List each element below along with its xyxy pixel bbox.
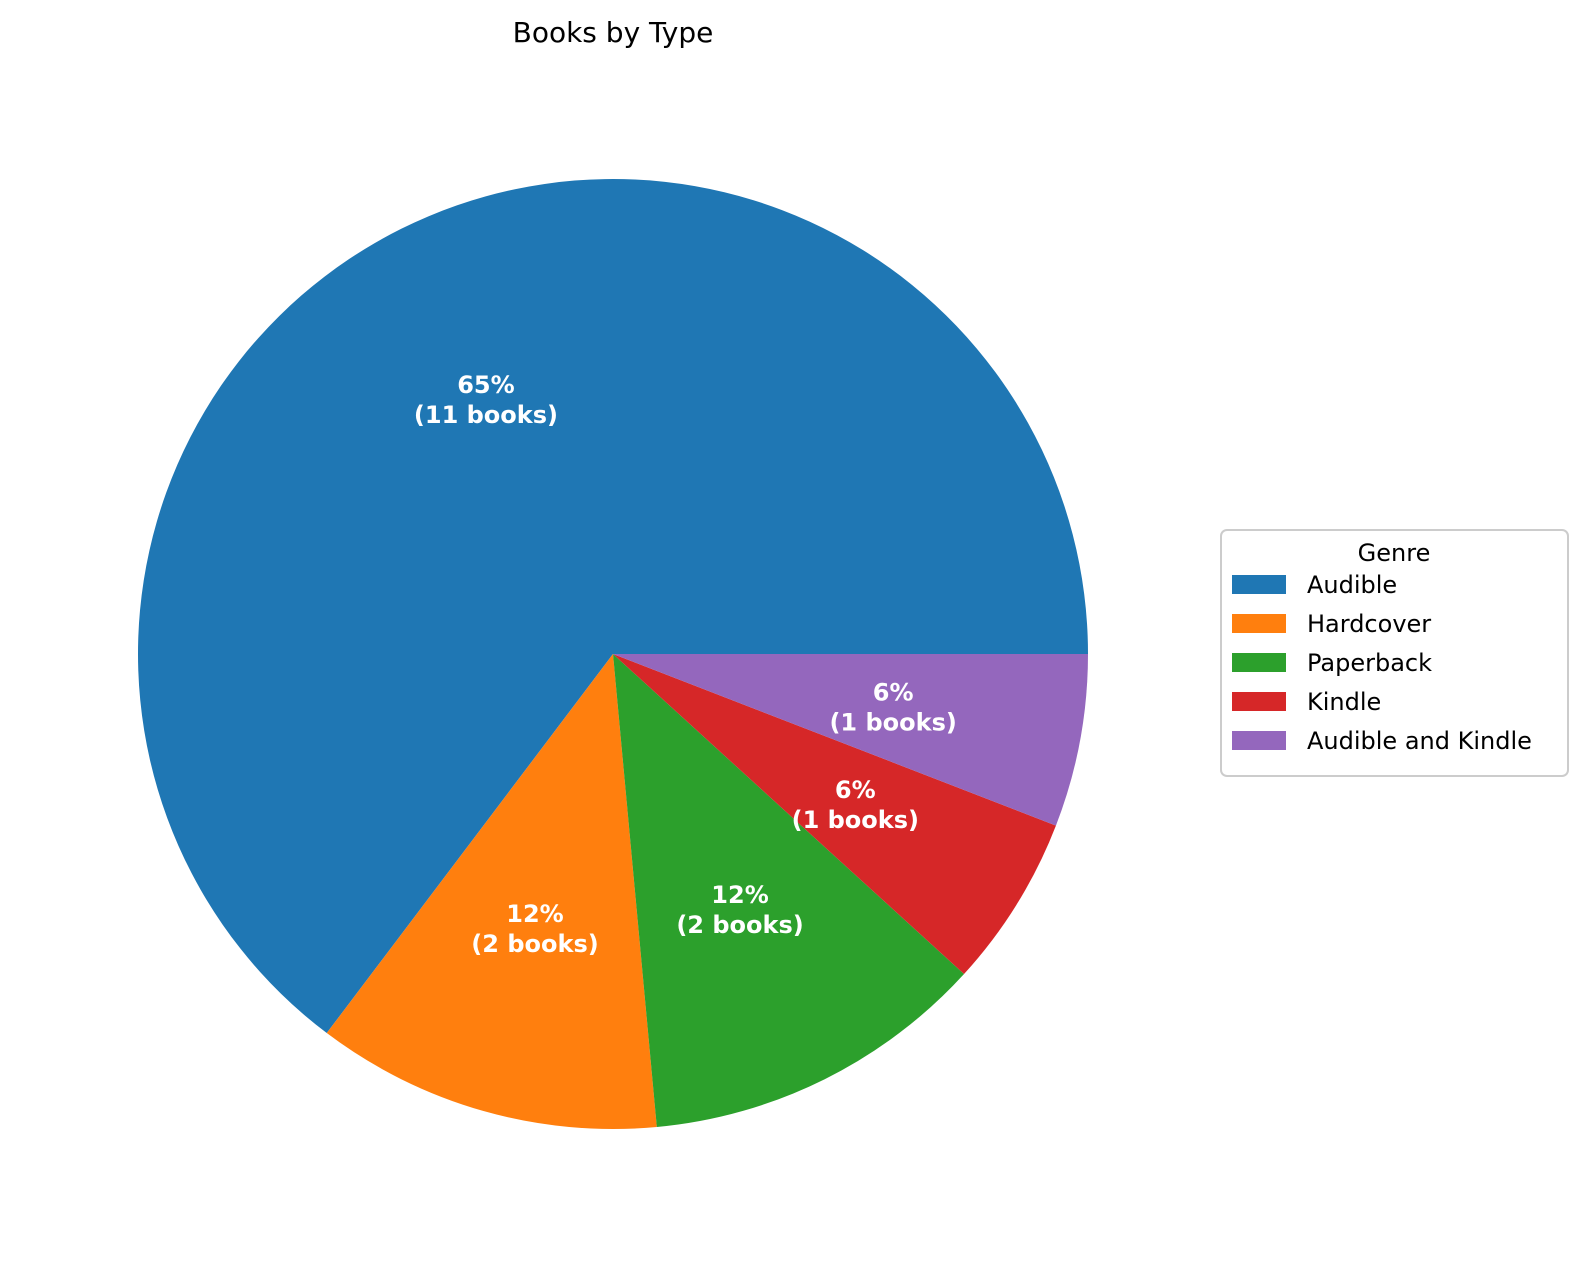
pie-slice-audible	[137, 179, 1088, 1034]
legend-title: Genre	[1358, 539, 1431, 567]
slice-percent: 12%	[711, 881, 768, 909]
slice-count: (2 books)	[676, 911, 803, 939]
legend-label: Hardcover	[1307, 610, 1431, 638]
legend-swatch	[1232, 575, 1286, 594]
pie-slice-kindle	[613, 654, 1056, 975]
legend-label: Audible and Kindle	[1307, 727, 1532, 755]
legend-swatch	[1232, 614, 1286, 633]
slice-count: (1 books)	[792, 806, 919, 834]
slice-percent: 65%	[457, 371, 514, 399]
slice-label: 6% (1 books)	[792, 776, 919, 834]
slice-label: 6% (1 books)	[829, 678, 956, 736]
slice-label: 12% (2 books)	[676, 881, 803, 939]
slice-percent: 12%	[506, 900, 563, 928]
pie-slice-audible-and-kindle	[613, 654, 1088, 826]
legend: Genre AudibleHardcoverPaperbackKindleAud…	[1220, 529, 1569, 777]
pie-slices	[137, 179, 1088, 1129]
slice-count: (1 books)	[829, 708, 956, 736]
legend-swatch	[1232, 731, 1286, 750]
pie-slice-hardcover	[326, 654, 657, 1129]
slice-label: 12% (2 books)	[471, 900, 598, 958]
legend-items: Audible Hardcover Paperback Kindle Audible a…	[1232, 571, 1532, 755]
slice-percent: 6%	[873, 678, 914, 706]
slice-percent: 6%	[835, 776, 876, 804]
legend-frame	[1220, 529, 1569, 777]
legend-swatch	[1232, 692, 1286, 711]
legend-label: Kindle	[1307, 688, 1381, 716]
pie-slice-paperback	[613, 654, 965, 1127]
legend-swatch	[1232, 653, 1286, 672]
slice-count: (2 books)	[471, 930, 598, 958]
legend-label: Audible	[1307, 571, 1397, 599]
legend-label: Paperback	[1307, 649, 1432, 677]
pie-slice-labels: 65% (11 books)12% (2 books)12% (2 books)6%(…	[414, 371, 957, 958]
slice-label: 65% (11 books)	[414, 371, 558, 429]
chart-title: Books by Type	[513, 16, 714, 49]
slice-count: (11 books)	[414, 401, 558, 429]
